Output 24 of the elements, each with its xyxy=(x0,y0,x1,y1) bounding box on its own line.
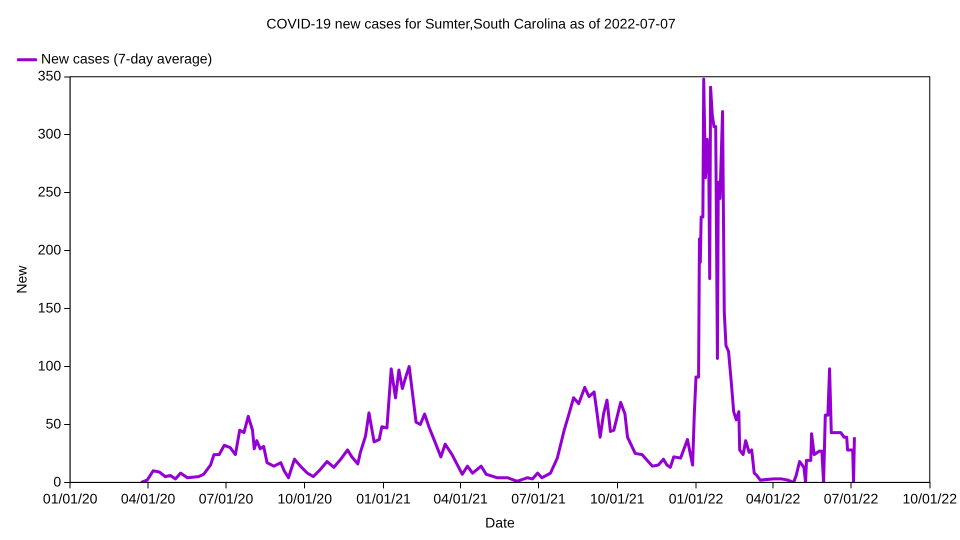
x-tick-label: 10/01/22 xyxy=(902,490,958,507)
x-tick-label: 01/01/22 xyxy=(668,490,724,507)
y-tick-label: 250 xyxy=(38,184,62,200)
x-tick-label: 07/01/22 xyxy=(824,490,878,507)
x-tick-label: 07/01/21 xyxy=(511,490,566,507)
y-axis-title: New xyxy=(13,264,30,294)
chart-title: COVID-19 new cases for Sumter,South Carolina as of 2022-07-07 xyxy=(266,15,676,32)
x-axis-title: Date xyxy=(485,514,515,530)
x-tick-label: 01/01/20 xyxy=(42,490,98,507)
x-tick-label: 01/01/21 xyxy=(356,490,411,507)
y-tick-label: 50 xyxy=(46,415,62,432)
x-tick-label: 07/01/20 xyxy=(198,490,254,507)
y-tick-label: 300 xyxy=(38,126,62,142)
y-tick-label: 0 xyxy=(53,473,62,490)
x-tick-label: 04/01/21 xyxy=(433,490,488,507)
legend-label: New cases (7-day average) xyxy=(41,50,212,67)
x-tick-label: 04/01/22 xyxy=(746,490,801,507)
y-tick-label: 150 xyxy=(38,299,62,316)
x-tick-label: 10/01/21 xyxy=(590,490,645,507)
y-tick-label: 350 xyxy=(38,68,62,84)
y-tick-label: 100 xyxy=(38,357,62,374)
y-tick-label: 200 xyxy=(38,241,62,258)
x-tick-label: 10/01/20 xyxy=(278,490,332,507)
x-tick-label: 04/01/20 xyxy=(120,490,176,507)
